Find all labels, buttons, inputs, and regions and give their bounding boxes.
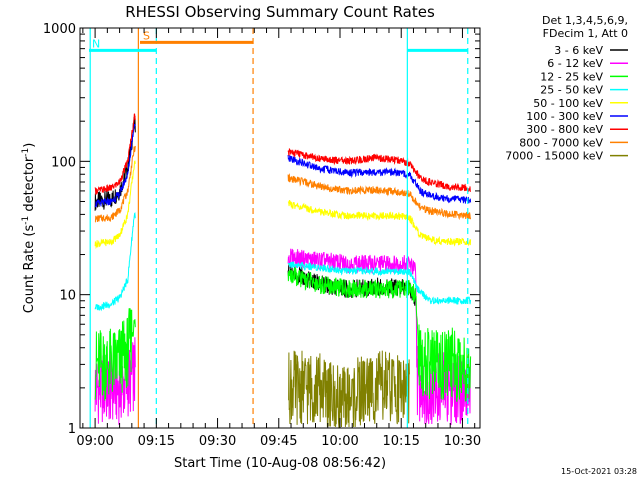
x-axis-label: Start Time (10-Aug-08 08:56:42) [174, 456, 386, 471]
legend-label: 12 - 25 keV [540, 70, 603, 83]
series-line [94, 160, 472, 250]
series-50-100-kev [94, 160, 472, 250]
plot-frame [79, 27, 481, 429]
series-7000-15000-kev [288, 350, 410, 428]
legend-label: 50 - 100 keV [533, 97, 603, 110]
axis-layer: 09:00 09:15 09:30 09:45 10:00 10:15 10:30 1 10 10… [43, 22, 481, 449]
y-axis-label-mid: detector [22, 156, 37, 216]
chart-title: RHESSI Observing Summary Count Rates [125, 3, 435, 21]
flag-label: N [92, 37, 100, 50]
legend-label: 6 - 12 keV [547, 57, 603, 70]
y-axis-label-sup1: -1 [21, 216, 31, 225]
series-line [94, 115, 416, 306]
series-3-6-kev [94, 115, 416, 306]
y-tick-label: 1 [68, 422, 76, 437]
flag-label: S [143, 29, 150, 42]
series-25-50-kev [94, 212, 472, 312]
generation-timestamp: 15-Oct-2021 03:28 [561, 467, 637, 476]
legend: Det 1,3,4,5,6,9, FDecim 1, Att 0 3 - 6 k… [505, 14, 628, 163]
series-line [288, 350, 410, 428]
y-axis-label: Count Rate (s-1 detector-1) [21, 143, 37, 314]
series-line [94, 266, 472, 402]
series-300-800-kev [94, 113, 472, 195]
x-tick-label: 09:30 [199, 434, 236, 449]
series-line [94, 113, 472, 195]
y-tick-label: 100 [51, 155, 76, 170]
series-12-25-kev [94, 266, 472, 402]
marker-layer: SN [88, 28, 469, 428]
series-line [94, 123, 472, 208]
series-6-12-kev [94, 248, 472, 426]
series-line [94, 248, 472, 426]
y-axis-label-sup2: -1 [21, 148, 31, 157]
x-tick-label: 10:00 [321, 434, 358, 449]
legend-label: 300 - 800 keV [526, 123, 603, 136]
series-line [94, 212, 472, 312]
legend-label: 25 - 50 keV [540, 84, 603, 97]
x-tick-label: 10:15 [382, 434, 419, 449]
legend-label: 800 - 7000 keV [519, 136, 603, 149]
legend-label: 7000 - 15000 keV [505, 150, 603, 163]
y-tick-label: 10 [59, 289, 76, 304]
x-tick-label: 10:30 [444, 434, 481, 449]
series-800-7000-kev [94, 145, 472, 223]
y-axis-label-main: Count Rate (s [22, 225, 37, 314]
legend-header-line-1: Det 1,3,4,5,6,9, [542, 14, 628, 27]
series-100-300-kev [94, 123, 472, 208]
data-layer [94, 113, 472, 428]
y-axis-label-end: ) [22, 143, 37, 148]
y-tick-label: 1000 [43, 22, 76, 37]
x-tick-label: 09:00 [76, 434, 113, 449]
x-tick-label: 09:45 [260, 434, 297, 449]
x-tick-label: 09:15 [138, 434, 175, 449]
legend-header-line-2: FDecim 1, Att 0 [543, 27, 628, 40]
series-line [94, 145, 472, 223]
legend-label: 100 - 300 keV [526, 110, 603, 123]
legend-label: 3 - 6 keV [554, 44, 603, 57]
